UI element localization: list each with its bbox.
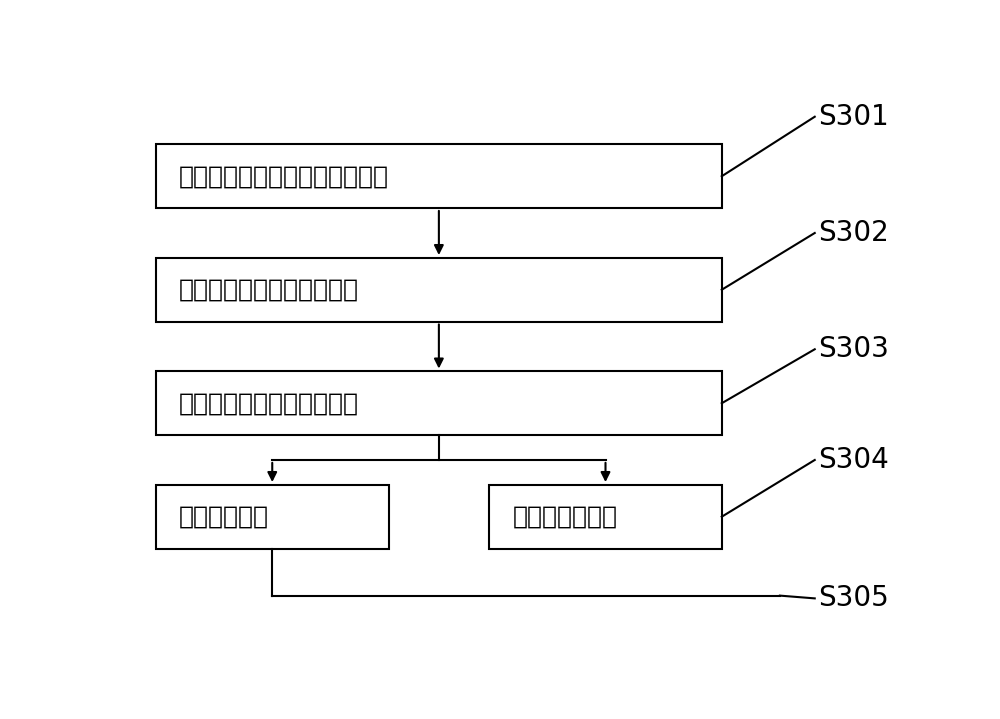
Text: 法官审判预警风险评估模块: 法官审判预警风险评估模块 [179,391,359,416]
Bar [156,485,388,549]
Text: 法官案件监控指标数据获取模块: 法官案件监控指标数据获取模块 [179,164,389,188]
Text: S302: S302 [819,219,889,247]
Text: S303: S303 [819,335,890,363]
Text: S305: S305 [819,585,889,613]
Text: S304: S304 [819,446,889,474]
Text: S301: S301 [819,103,889,131]
Bar [156,372,722,435]
Bar [156,258,722,321]
Text: 法官审判综合计分计算模块: 法官审判综合计分计算模块 [179,278,359,302]
Text: 结果展现模块: 结果展现模块 [179,505,269,528]
Text: 预警和防范模块: 预警和防范模块 [512,505,618,528]
Bar [156,145,722,208]
Bar [489,485,722,549]
